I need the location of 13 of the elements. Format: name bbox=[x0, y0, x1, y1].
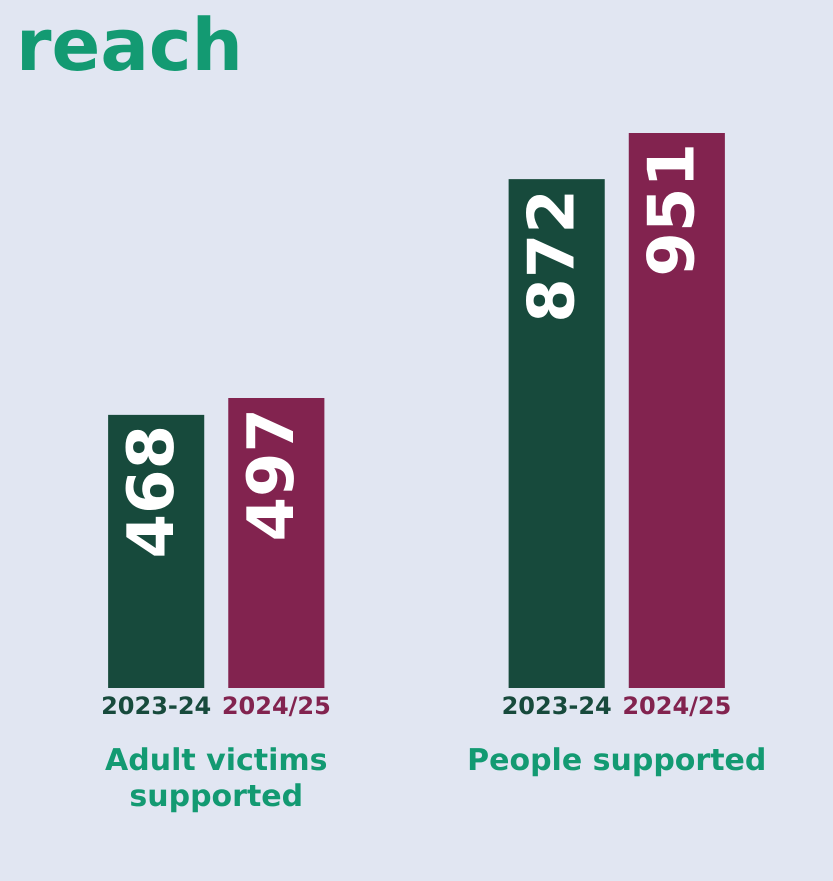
series-label: 2024/25 bbox=[622, 692, 732, 720]
series-label: 2023-24 bbox=[101, 692, 212, 720]
bar bbox=[508, 179, 605, 688]
text: 2023-24 bbox=[502, 692, 612, 720]
data-label: 497 bbox=[234, 408, 309, 542]
data-label: 468 bbox=[114, 424, 189, 558]
bar bbox=[628, 132, 725, 688]
chart-title: reach bbox=[16, 2, 243, 87]
x-tick-label: People supported bbox=[467, 742, 766, 778]
x-tick-label: Adult victims supported bbox=[105, 742, 328, 814]
data-label: 951 bbox=[635, 142, 710, 277]
data-label: 872 bbox=[515, 189, 590, 323]
text: 2024/25 bbox=[222, 692, 331, 720]
